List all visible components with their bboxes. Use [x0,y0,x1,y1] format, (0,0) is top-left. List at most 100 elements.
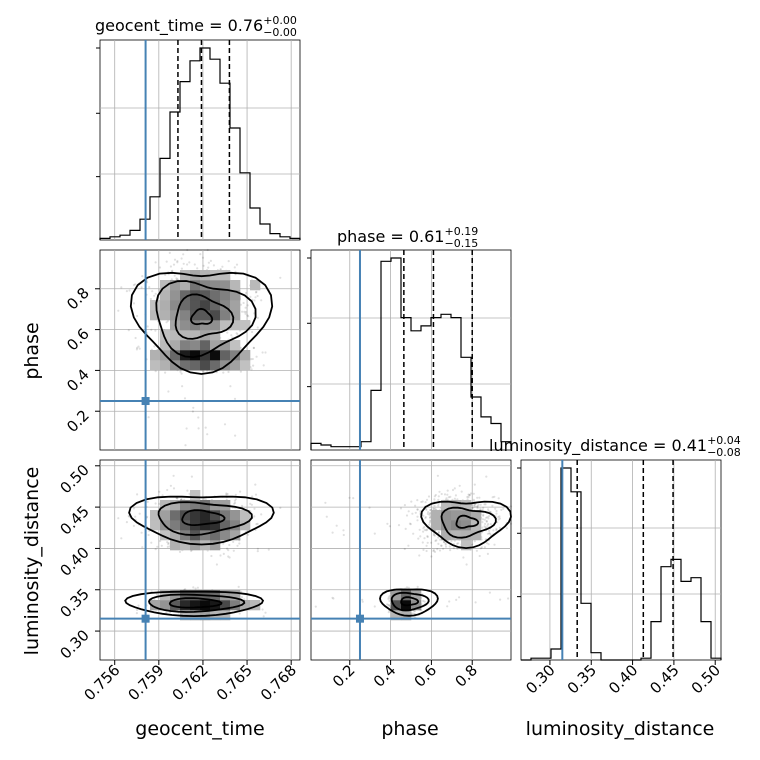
xtick-label-geocent_time-2: 0.762 [169,661,212,704]
sample-point [158,490,161,493]
density-cell [180,360,191,371]
sample-point [411,512,414,515]
sample-point [184,588,187,591]
sample-point [204,426,207,429]
sample-point [432,549,435,552]
sample-point [424,517,427,520]
grid-lines [100,40,721,660]
sample-point [237,585,240,589]
density-cell [190,490,201,501]
sample-point [182,262,185,265]
sample-point [433,498,436,501]
sample-point [233,397,237,400]
sample-point [470,543,473,547]
sample-point [361,600,364,603]
density-cell [170,540,181,551]
contour-phase-dist-upper-level-1 [440,506,497,539]
density-cell [170,290,181,301]
sample-point [243,598,246,601]
title-luminosity-distance: luminosity_distance = 0.41+0.04 [489,434,741,456]
sample-point [176,497,179,500]
sample-point [425,508,428,511]
sample-point [472,506,475,509]
sample-point [473,503,476,506]
sample-point [256,326,259,329]
truth-marker [355,614,364,623]
sample-point [234,434,237,437]
density-cell [200,280,211,291]
sample-point [314,605,317,608]
sample-point [238,542,241,545]
sample-point [222,552,225,556]
sample-point [448,545,451,548]
sample-point [233,499,236,502]
sample-point [436,548,439,551]
sample-point [499,598,502,601]
sample-point [150,328,153,331]
sample-point [176,497,179,500]
sample-point [438,549,442,552]
sample-point [201,256,205,259]
sample-point [260,299,263,302]
sample-point [165,260,168,263]
sample-point [264,351,267,354]
density-cell [200,360,211,371]
density-cell [220,590,231,601]
density-cell [230,320,241,331]
contour-time-phase-level-1 [155,280,257,359]
ytick-label-phase-0: 0.2 [63,406,93,436]
sample-point [482,513,485,516]
sample-point [137,345,140,348]
density-cell [200,300,211,311]
sample-point [429,516,432,519]
sample-point [417,537,420,540]
sample-point [420,500,423,504]
sample-point [387,611,390,614]
sample-point [429,516,432,519]
density-cell [451,510,462,521]
sample-point [483,525,486,528]
sample-point [440,544,443,547]
sample-point [446,489,449,492]
density-cell [230,590,241,601]
sample-point [428,513,431,516]
sample-point [476,505,479,508]
sample-point [196,267,199,270]
sample-point [487,523,490,526]
sample-point [233,502,236,505]
density-cell [200,510,211,521]
sample-point [437,498,440,501]
density-cell [190,510,201,521]
sample-point [418,554,421,557]
sample-point [469,492,473,495]
sample-point [172,487,176,490]
sample-point [445,497,448,500]
sample-point [175,277,178,280]
panel-frame-2-1 [310,459,512,661]
contour-time-dist-lower-level-0 [124,590,265,618]
density-cell [240,320,251,331]
sample-point [462,556,465,559]
sample-point [480,546,483,549]
sample-point [147,416,150,419]
sample-point [147,533,150,537]
density-cell [230,530,241,541]
sample-point [427,495,431,498]
density-cell [160,600,171,611]
sample-point [236,333,239,336]
density-cell [180,270,191,281]
density-cell [210,360,221,371]
sample-point [251,330,254,334]
density-cell [210,290,221,301]
sample-point [141,275,144,278]
sample-point [254,296,257,299]
density-cell [200,340,211,351]
sample-point [232,549,235,552]
sample-point [470,507,474,510]
density-cell [200,600,211,611]
sample-point [440,492,443,496]
sample-point [250,358,253,361]
sample-point [157,597,160,600]
sample-point [233,266,236,269]
sample-point [485,520,488,523]
